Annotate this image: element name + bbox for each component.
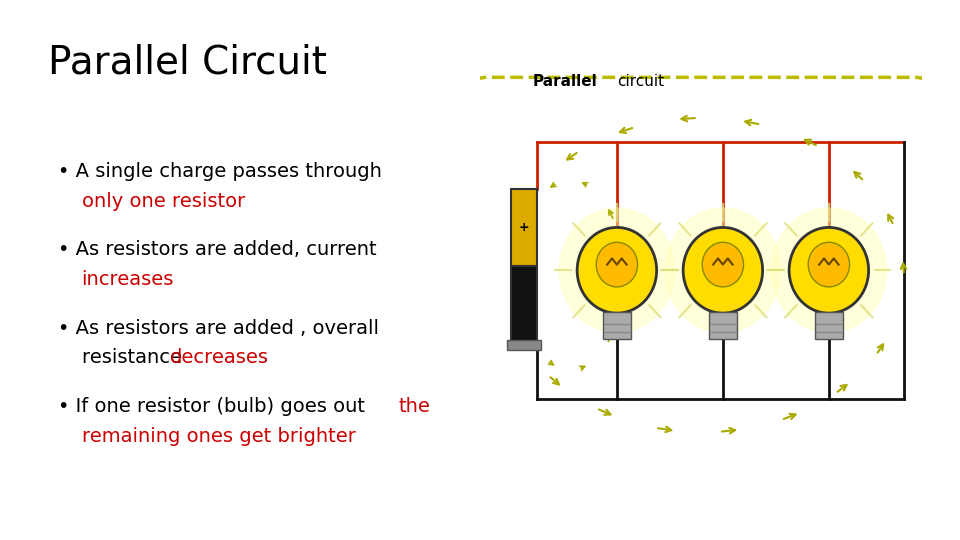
Circle shape (808, 242, 850, 287)
Circle shape (665, 208, 780, 333)
Circle shape (702, 242, 744, 287)
Circle shape (560, 208, 675, 333)
Text: • As resistors are added , overall: • As resistors are added , overall (58, 319, 378, 338)
Text: decreases: decreases (170, 348, 269, 367)
Text: only one resistor: only one resistor (82, 192, 245, 211)
Bar (508, 340, 540, 350)
Text: circuit: circuit (617, 75, 664, 89)
Text: • If one resistor (bulb) goes out: • If one resistor (bulb) goes out (58, 397, 371, 416)
Text: Parallel: Parallel (533, 75, 598, 89)
Circle shape (577, 227, 657, 313)
Text: increases: increases (82, 270, 174, 289)
Text: Parallel Circuit: Parallel Circuit (48, 43, 326, 81)
Text: the: the (398, 397, 430, 416)
Bar (708, 312, 737, 340)
Bar (511, 266, 538, 342)
Bar (603, 312, 631, 340)
Text: • As resistors are added, current: • As resistors are added, current (58, 240, 376, 259)
Text: • A single charge passes through: • A single charge passes through (58, 162, 381, 181)
Circle shape (684, 227, 762, 313)
Bar (815, 312, 843, 340)
Circle shape (596, 242, 637, 287)
Bar (511, 190, 538, 266)
Text: remaining ones get brighter: remaining ones get brighter (82, 427, 355, 446)
Circle shape (789, 227, 869, 313)
Text: resistance: resistance (82, 348, 188, 367)
FancyBboxPatch shape (468, 77, 932, 487)
Circle shape (771, 208, 886, 333)
Text: +: + (518, 221, 530, 234)
